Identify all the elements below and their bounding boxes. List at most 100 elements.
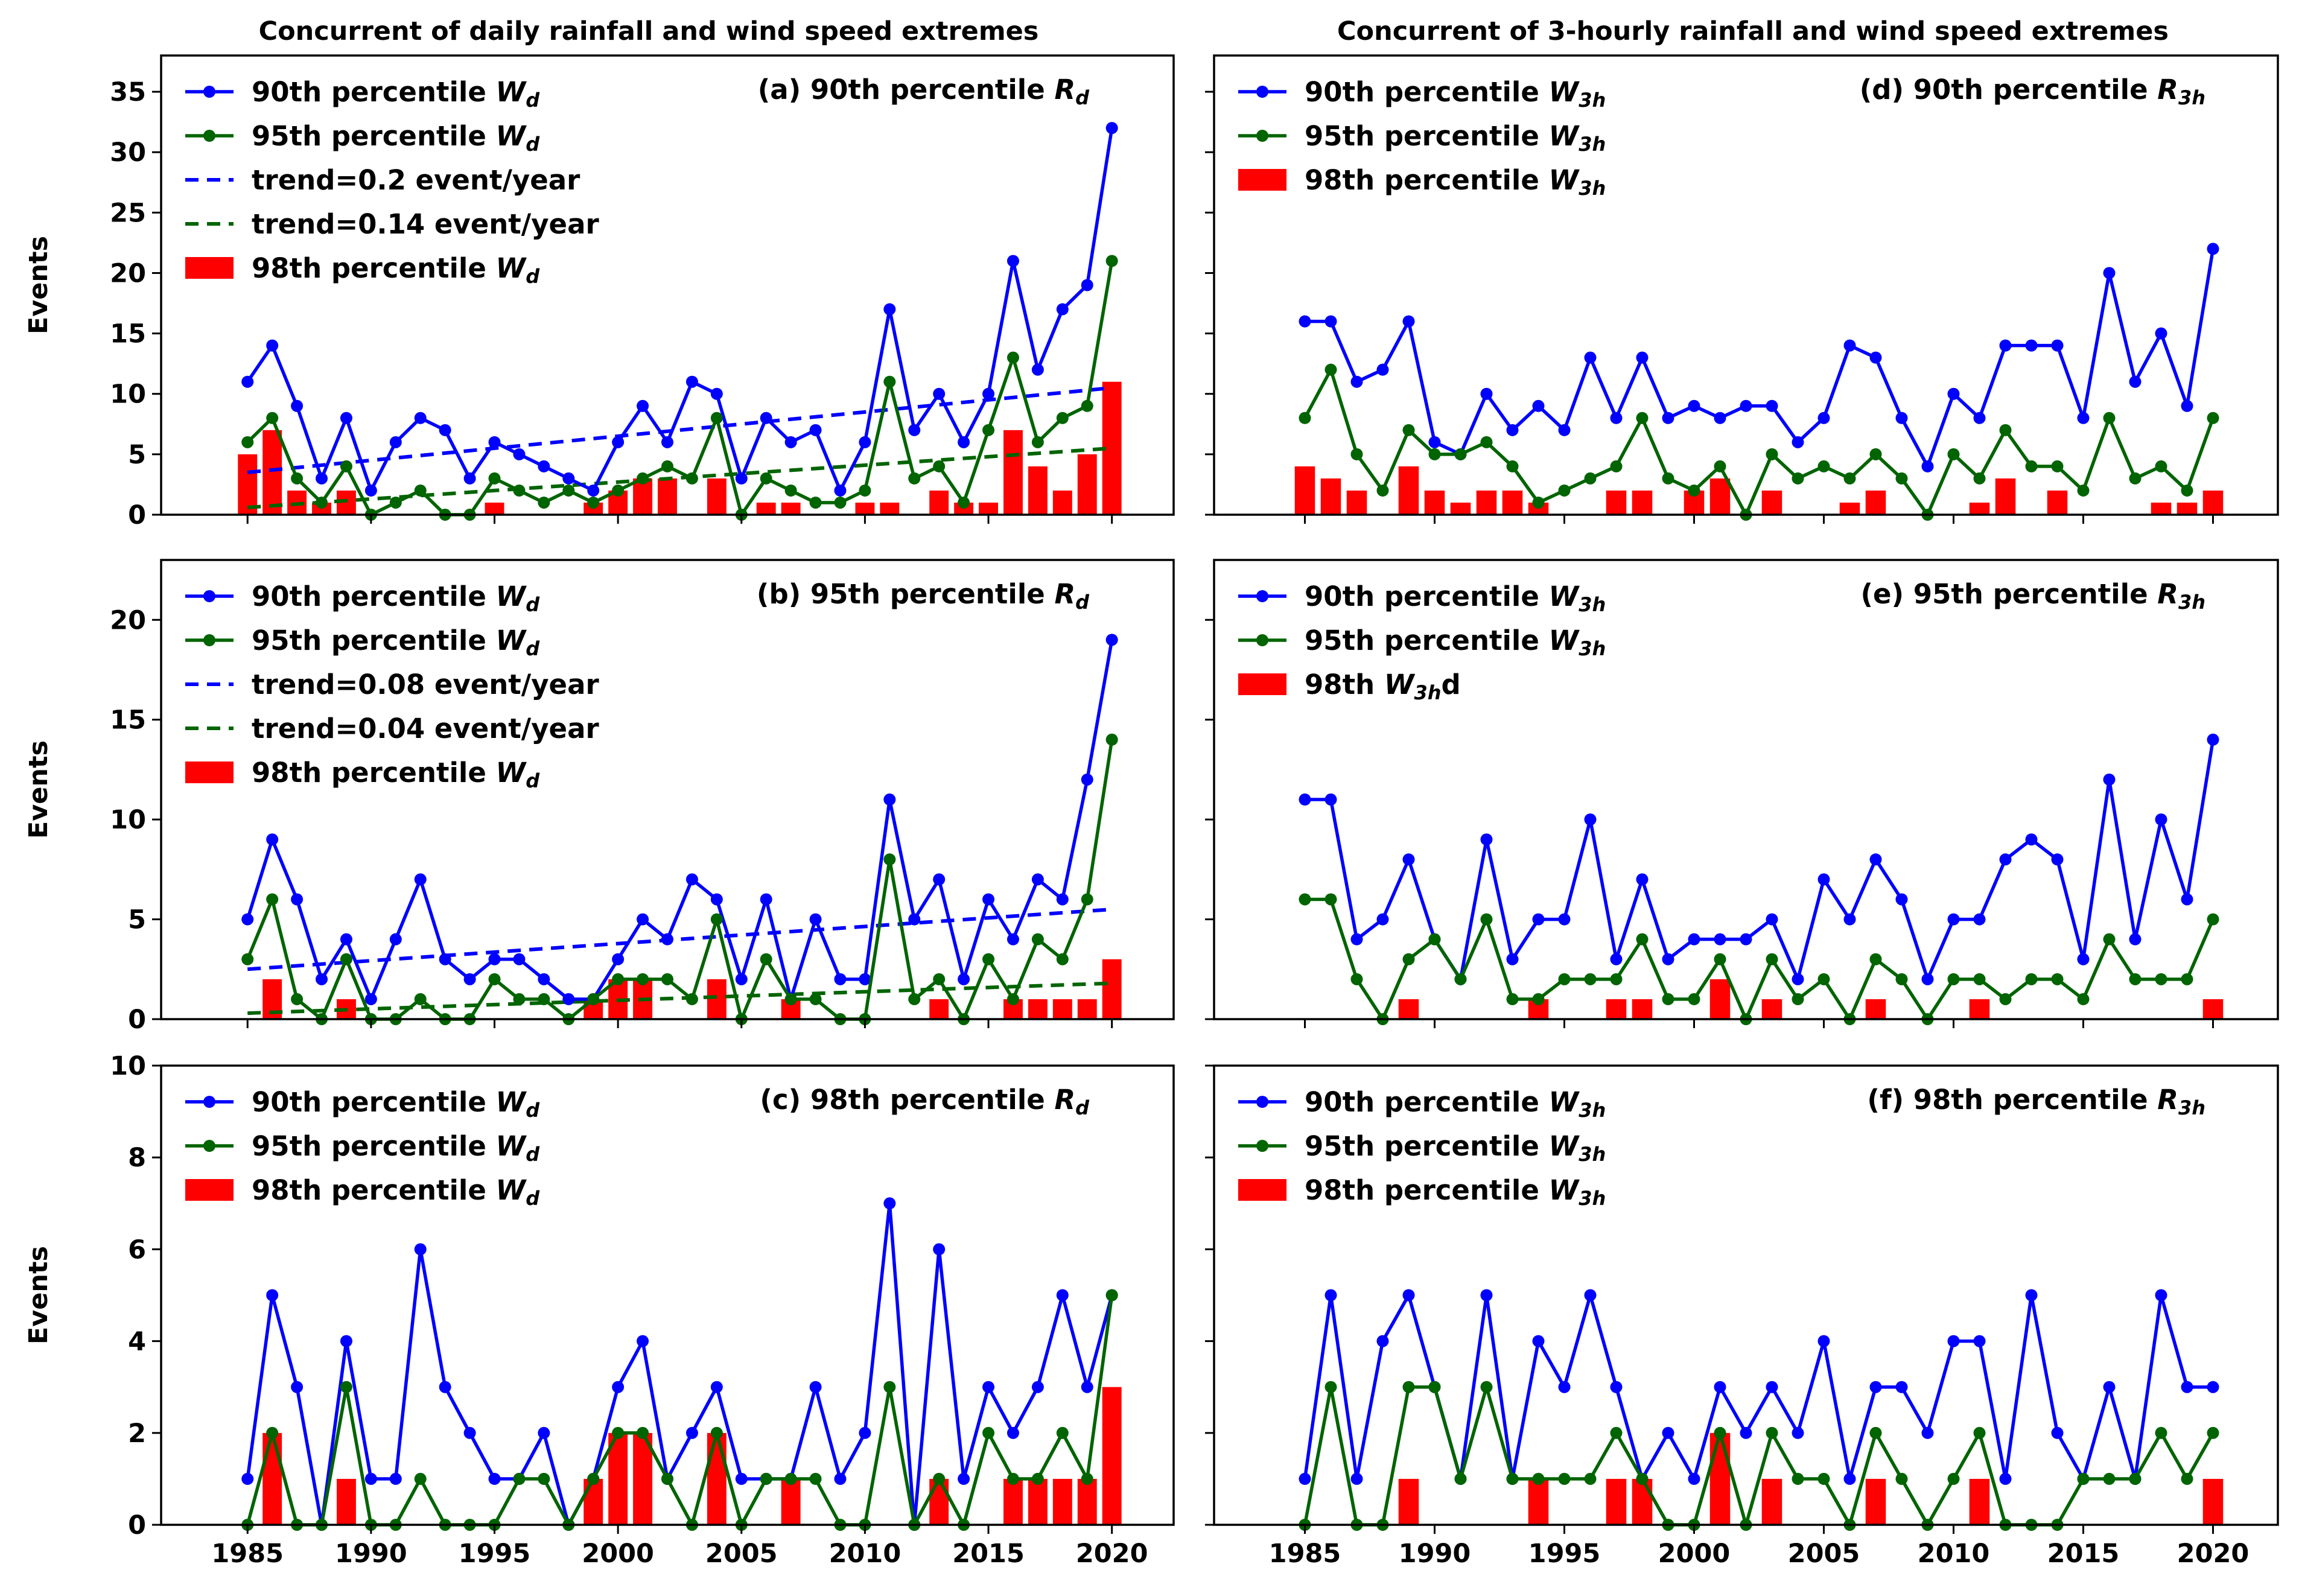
point-1987 (291, 472, 304, 485)
point-1999 (587, 993, 600, 1005)
point-1986 (266, 412, 279, 424)
ytick-label: 30 (110, 138, 146, 168)
point-1998 (1636, 873, 1649, 886)
xtick-label: 2005 (705, 1539, 778, 1569)
plot-frame (160, 54, 1175, 516)
point-2016 (1006, 1472, 1019, 1485)
point-2001 (1714, 953, 1726, 965)
point-1994 (463, 1426, 476, 1439)
point-2005 (1817, 412, 1830, 424)
point-2007 (1869, 853, 1882, 866)
bar-2019 (1077, 1478, 1097, 1525)
bar-2020 (2202, 490, 2224, 515)
point-2015 (982, 1426, 995, 1439)
point-2004 (710, 412, 723, 424)
bar-2015 (979, 502, 999, 515)
bar-2013 (929, 1478, 949, 1525)
bar-2011 (1969, 1478, 1990, 1525)
point-2009 (834, 484, 847, 497)
point-2000 (612, 436, 625, 448)
point-2017 (1031, 933, 1044, 946)
point-1987 (1350, 933, 1363, 946)
point-2020 (1105, 122, 1118, 135)
point-2019 (2181, 1472, 2193, 1485)
point-2001 (637, 973, 649, 985)
point-2019 (1081, 773, 1093, 786)
bar-1997 (1606, 1478, 1627, 1525)
point-2006 (760, 412, 772, 424)
bar-2012 (1995, 478, 2016, 515)
series-90th-a (241, 122, 1118, 497)
point-1992 (1480, 436, 1493, 448)
point-1995 (488, 1472, 501, 1485)
point-2011 (1973, 973, 1986, 985)
point-1992 (1480, 387, 1493, 400)
legend-marker (1256, 590, 1268, 602)
point-1993 (1506, 993, 1519, 1005)
point-2010 (1947, 1335, 1960, 1347)
trend-line-1 (247, 386, 1112, 474)
point-2009 (834, 1472, 847, 1485)
legend-marker (1256, 1096, 1268, 1108)
point-2009 (1921, 973, 1934, 985)
line (1303, 1293, 2213, 1481)
xtick-label: 2010 (829, 1539, 901, 1569)
point-2015 (2077, 412, 2090, 424)
bar-2007 (781, 502, 801, 515)
point-2000 (612, 953, 625, 965)
point-1995 (488, 436, 501, 448)
point-1992 (1480, 1289, 1493, 1302)
point-1993 (1506, 424, 1519, 436)
point-1988 (1376, 913, 1389, 926)
legend-marker (203, 1140, 215, 1152)
point-2004 (1792, 1426, 1804, 1439)
point-2001 (637, 1335, 649, 1347)
point-2013 (2025, 339, 2038, 352)
bar-1995 (485, 502, 504, 515)
point-1995 (1558, 1381, 1571, 1393)
point-1996 (1584, 472, 1597, 485)
point-2016 (1006, 255, 1019, 267)
legend-marker (1256, 130, 1268, 142)
point-1994 (463, 973, 476, 985)
point-1990 (364, 484, 377, 497)
point-2003 (1766, 1426, 1778, 1439)
point-2020 (1105, 255, 1118, 267)
ytick-label: 15 (110, 319, 146, 349)
y-axis-label: Events (24, 740, 54, 839)
legend-label: trend=0.08 event/year (252, 669, 599, 701)
point-2007 (784, 436, 797, 448)
point-1997 (1610, 953, 1623, 965)
point-1990 (364, 1472, 377, 1485)
point-1999 (1662, 472, 1674, 485)
point-1986 (1324, 1381, 1337, 1393)
ytick-label: 25 (110, 198, 146, 228)
point-1995 (488, 973, 501, 985)
point-2014 (958, 496, 970, 509)
bar-2003 (1761, 490, 1782, 515)
series-90th-e (1299, 733, 2219, 985)
point-2013 (933, 387, 946, 400)
point-2008 (1895, 973, 1908, 985)
xtick-label: 1985 (211, 1539, 284, 1569)
point-2018 (1056, 412, 1069, 424)
point-2017 (1031, 873, 1044, 886)
legend-label: 98th W3hd (1305, 669, 1461, 704)
point-1996 (513, 484, 526, 497)
bar-2007 (1865, 999, 1886, 1019)
bar-2019 (1077, 454, 1097, 515)
point-2011 (883, 1381, 896, 1393)
ytick-label: 10 (110, 380, 146, 410)
point-2013 (933, 460, 946, 472)
point-1999 (1662, 953, 1674, 965)
bar-2007 (1865, 490, 1886, 515)
point-2013 (2025, 973, 2038, 985)
panel-annotation: (f) 98th percentile R3h (1867, 1084, 2205, 1119)
line (246, 127, 1114, 492)
point-2011 (1973, 1335, 1986, 1347)
point-2020 (1105, 1289, 1118, 1302)
legend-marker (203, 590, 215, 602)
ytick-label: 4 (128, 1327, 146, 1357)
point-1997 (1610, 1426, 1623, 1439)
